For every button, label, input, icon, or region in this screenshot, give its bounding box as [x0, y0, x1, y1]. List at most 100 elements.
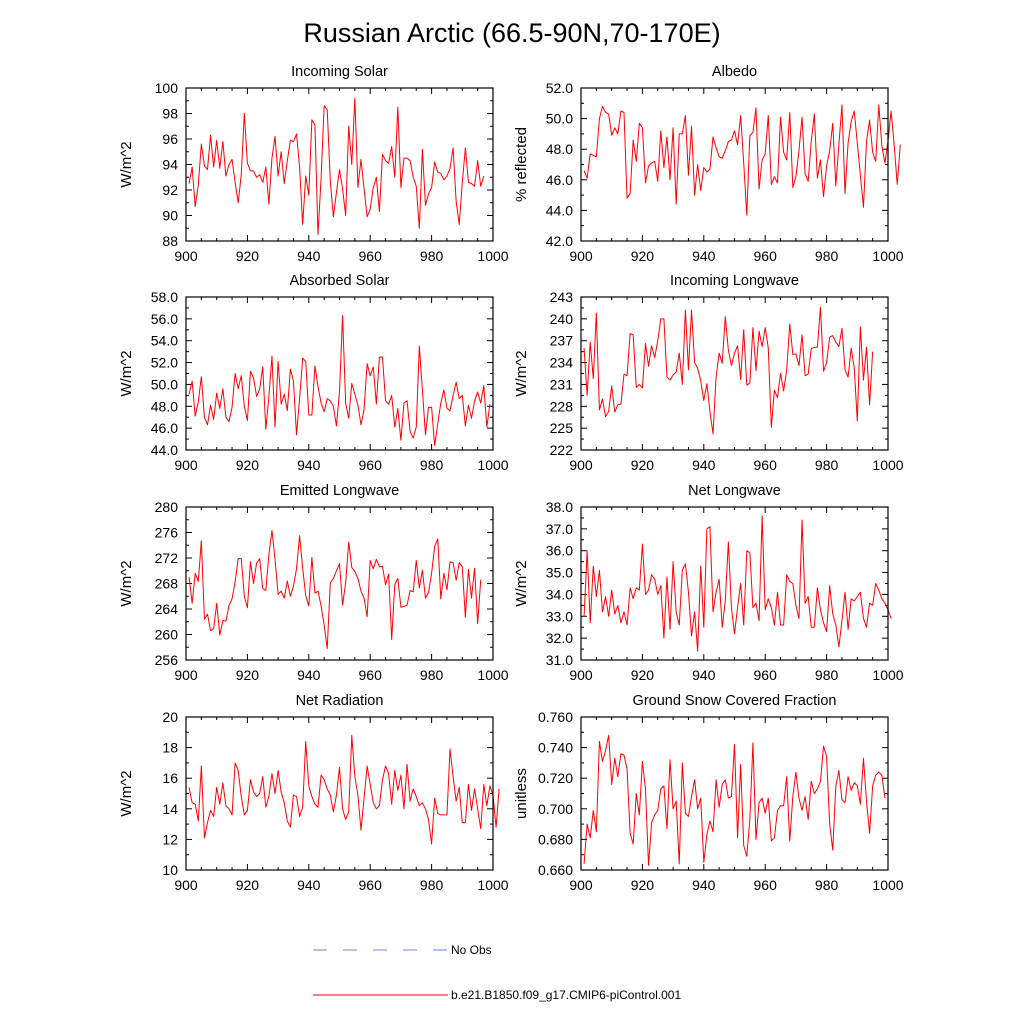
panel-title: Net Radiation: [296, 693, 384, 709]
y-tick-label: 50.0: [546, 111, 573, 127]
y-tick-label: 44.0: [546, 202, 573, 218]
x-tick-label: 940: [692, 877, 716, 893]
panel-title: Emitted Longwave: [280, 483, 399, 499]
y-tick-label: 280: [155, 499, 179, 515]
y-axis-label: W/m^2: [118, 560, 135, 606]
legend-label-no-obs: No Obs: [451, 943, 492, 957]
x-tick-label: 940: [297, 248, 321, 264]
y-tick-label: 0.760: [538, 709, 573, 725]
x-tick-label: 920: [236, 877, 260, 893]
y-tick-label: 34.0: [546, 586, 573, 602]
y-tick-label: 20: [162, 709, 178, 725]
y-tick-label: 231: [550, 376, 574, 392]
x-tick-label: 920: [631, 667, 655, 683]
y-tick-label: 0.740: [538, 740, 573, 756]
plot-frame: [580, 716, 889, 871]
y-tick-label: 88: [162, 233, 178, 249]
x-tick-label: 940: [692, 248, 716, 264]
y-tick-label: 228: [550, 398, 574, 414]
y-axis-label: W/m^2: [118, 350, 135, 396]
chart-panel: Incoming Longwave W/m^2 900 920 940 960 980 100…: [513, 273, 904, 473]
y-tick-label: 234: [550, 355, 574, 371]
chart-panel: Albedo % reflected 900 920 940 960 980 1000 42.0…: [513, 64, 904, 264]
y-axis-label: W/m^2: [513, 350, 530, 396]
x-tick-label: 900: [174, 248, 198, 264]
series-line: [188, 530, 482, 650]
y-tick-label: 36.0: [546, 543, 573, 559]
chart-panel: Emitted Longwave W/m^2 900 920 940 960 980 1000…: [118, 483, 509, 683]
y-tick-label: 272: [155, 550, 179, 566]
y-tick-label: 18: [162, 740, 178, 756]
x-tick-label: 980: [420, 667, 444, 683]
y-tick-label: 50.0: [151, 376, 178, 392]
x-tick-label: 960: [754, 457, 778, 473]
x-tick-label: 980: [420, 877, 444, 893]
x-tick-label: 960: [754, 248, 778, 264]
y-axis-label: unitless: [513, 768, 530, 819]
y-tick-label: 54.0: [151, 333, 178, 349]
x-tick-label: 940: [692, 457, 716, 473]
y-tick-label: 33.0: [546, 608, 573, 624]
y-tick-label: 48.0: [151, 398, 178, 414]
chart-panel: Absorbed Solar W/m^2 900 920 940 960 980 1000 44…: [118, 273, 509, 473]
plot-frame: [580, 296, 889, 451]
y-tick-label: 12: [162, 831, 178, 847]
chart-panel: Net Radiation W/m^2 900 920 940 960 980 1000 10 1…: [118, 693, 509, 893]
series-line: [188, 734, 500, 845]
series-line: [583, 734, 886, 866]
x-tick-label: 960: [359, 877, 383, 893]
plot-frame: [185, 506, 494, 661]
x-tick-label: 960: [359, 248, 383, 264]
x-tick-label: 900: [569, 667, 593, 683]
x-tick-label: 1000: [872, 667, 903, 683]
x-tick-label: 940: [297, 457, 321, 473]
y-tick-label: 96: [162, 131, 178, 147]
y-tick-label: 90: [162, 208, 178, 224]
x-tick-label: 900: [174, 667, 198, 683]
y-tick-label: 46.0: [546, 172, 573, 188]
x-tick-label: 940: [297, 877, 321, 893]
series-line: [583, 104, 901, 216]
x-tick-label: 920: [236, 457, 260, 473]
x-tick-label: 920: [236, 248, 260, 264]
panel-title: Ground Snow Covered Fraction: [633, 693, 837, 709]
x-tick-label: 920: [631, 457, 655, 473]
panels: Incoming Solar W/m^2 900 920 940 960 980 1000 88…: [118, 64, 904, 893]
y-tick-label: 38.0: [546, 499, 573, 515]
y-tick-label: 92: [162, 182, 178, 198]
panel-title: Net Longwave: [688, 483, 781, 499]
x-tick-label: 960: [359, 457, 383, 473]
series-line: [188, 97, 485, 236]
plot-frame: [580, 87, 889, 242]
x-tick-label: 1000: [477, 248, 508, 264]
x-tick-label: 960: [754, 877, 778, 893]
y-tick-label: 35.0: [546, 565, 573, 581]
x-tick-label: 960: [359, 667, 383, 683]
y-tick-label: 16: [162, 770, 178, 786]
y-tick-label: 260: [155, 627, 179, 643]
y-tick-label: 98: [162, 106, 178, 122]
y-tick-label: 10: [162, 862, 178, 878]
y-tick-label: 264: [155, 601, 179, 617]
x-tick-label: 900: [569, 248, 593, 264]
series-line: [583, 515, 892, 652]
y-tick-label: 225: [550, 420, 574, 436]
x-tick-label: 1000: [872, 248, 903, 264]
y-tick-label: 31.0: [546, 652, 573, 668]
y-tick-label: 32.0: [546, 630, 573, 646]
plot-frame: [185, 716, 494, 871]
y-tick-label: 46.0: [151, 420, 178, 436]
series-line: [583, 306, 874, 435]
plot-frame: [580, 506, 889, 661]
x-tick-label: 920: [236, 667, 260, 683]
y-axis-label: W/m^2: [118, 141, 135, 187]
panel-title: Albedo: [712, 64, 757, 80]
panel-title: Incoming Longwave: [670, 273, 799, 289]
y-tick-label: 0.660: [538, 862, 573, 878]
x-tick-label: 900: [174, 877, 198, 893]
x-tick-label: 980: [815, 877, 839, 893]
y-tick-label: 58.0: [151, 289, 178, 305]
y-tick-label: 0.680: [538, 831, 573, 847]
x-tick-label: 900: [174, 457, 198, 473]
